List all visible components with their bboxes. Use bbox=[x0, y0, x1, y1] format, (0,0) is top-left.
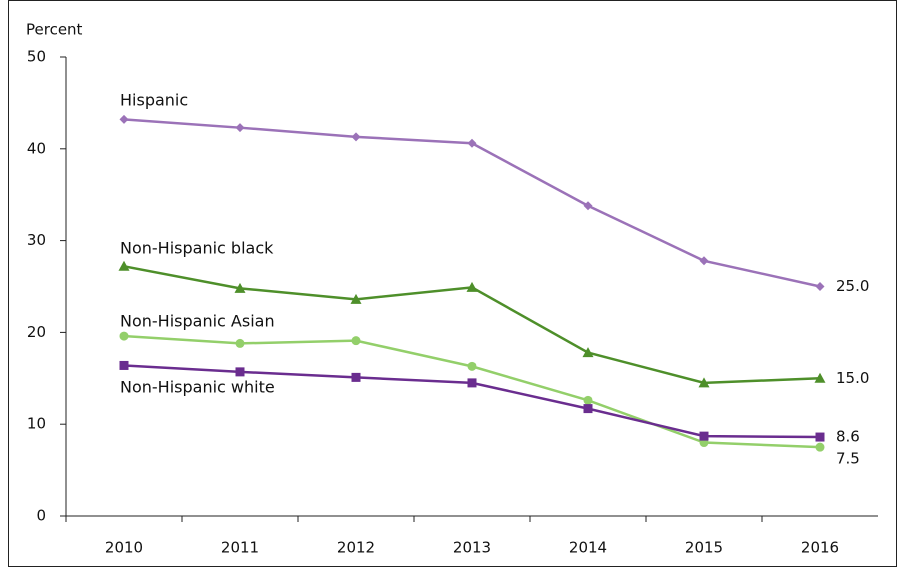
point bbox=[235, 338, 245, 348]
point bbox=[815, 282, 825, 291]
y-tick-label: 50 bbox=[27, 48, 46, 66]
point bbox=[814, 372, 826, 383]
data-label: 25.0 bbox=[836, 277, 869, 295]
point bbox=[583, 404, 593, 414]
x-tick-label: 2011 bbox=[221, 539, 259, 557]
x-tick-label: 2013 bbox=[453, 539, 491, 557]
y-tick-label: 40 bbox=[27, 139, 46, 157]
point bbox=[583, 395, 593, 405]
x-tick-label: 2016 bbox=[801, 539, 839, 557]
series-label: Hispanic bbox=[120, 91, 188, 110]
point bbox=[467, 361, 477, 371]
x-tick-label: 2015 bbox=[685, 539, 723, 557]
point bbox=[466, 281, 478, 292]
y-tick-label: 30 bbox=[27, 231, 46, 249]
point bbox=[234, 282, 246, 293]
data-label: 8.6 bbox=[836, 428, 860, 446]
point bbox=[699, 256, 709, 266]
point bbox=[119, 331, 129, 341]
frame bbox=[8, 0, 897, 567]
point bbox=[235, 367, 245, 377]
point bbox=[698, 377, 710, 388]
point bbox=[582, 347, 594, 358]
series-label: Non-Hispanic black bbox=[120, 239, 274, 258]
point bbox=[815, 432, 825, 442]
point bbox=[351, 372, 361, 382]
y-tick-label: 20 bbox=[27, 323, 46, 341]
point bbox=[467, 378, 477, 388]
point bbox=[699, 431, 709, 441]
x-tick-label: 2010 bbox=[105, 539, 143, 557]
x-tick-label: 2012 bbox=[337, 539, 375, 557]
point bbox=[467, 138, 477, 148]
series-line bbox=[123, 364, 821, 439]
point bbox=[119, 360, 129, 370]
point bbox=[351, 132, 361, 142]
y-tick-label: 0 bbox=[36, 507, 46, 525]
y-axis-label: Percent bbox=[26, 21, 83, 39]
x-tick-label: 2014 bbox=[569, 539, 607, 557]
data-label: 7.5 bbox=[836, 450, 860, 468]
point bbox=[119, 114, 129, 124]
point bbox=[815, 442, 825, 452]
point bbox=[351, 336, 361, 346]
point bbox=[118, 260, 130, 271]
y-tick-label: 10 bbox=[27, 415, 46, 433]
series-label: Non-Hispanic Asian bbox=[120, 312, 275, 331]
point bbox=[350, 293, 362, 304]
data-label: 15.0 bbox=[836, 369, 869, 387]
point bbox=[583, 201, 593, 211]
point bbox=[235, 123, 245, 133]
series-label: Non-Hispanic white bbox=[120, 378, 275, 397]
